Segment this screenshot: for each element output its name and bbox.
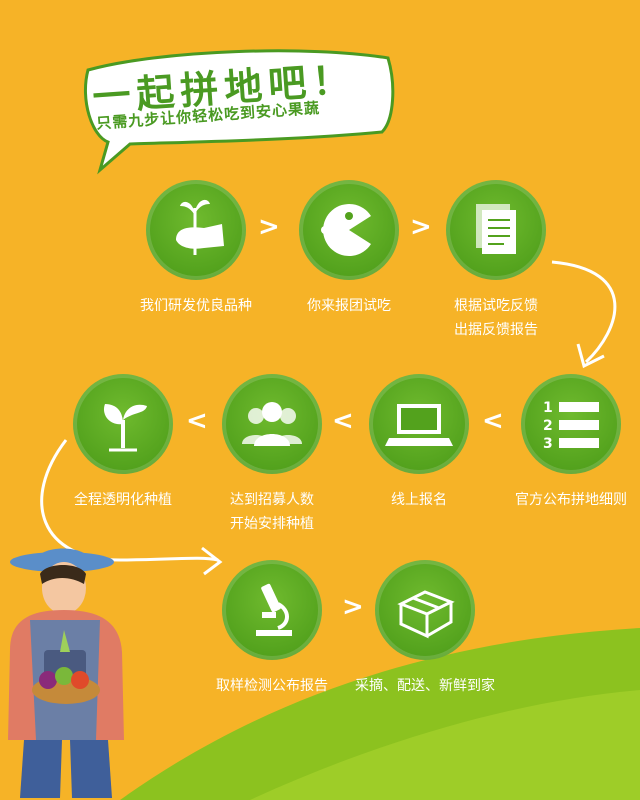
step-9-circle <box>375 560 475 660</box>
step-6-label: 达到招募人数 开始安排种植 <box>230 492 314 532</box>
svg-text:1: 1 <box>543 400 553 416</box>
arrow-2-3: > <box>410 212 432 242</box>
step-4-label: 官方公布拼地细则 <box>515 492 627 508</box>
step-9: 采摘、配送、新鲜到家 <box>350 560 500 698</box>
step-8-circle <box>222 560 322 660</box>
step-4-circle: 1 2 3 <box>521 374 621 474</box>
step-6: 达到招募人数 开始安排种植 <box>197 374 347 536</box>
arrow-5-6: < <box>332 406 354 436</box>
step-3-label: 根据试吃反馈 出据反馈报告 <box>454 298 538 338</box>
step-2: 你来报团试吃 <box>274 180 424 318</box>
speech-bubble <box>83 49 395 175</box>
numbered-list-icon: 1 2 3 <box>543 400 599 452</box>
arrow-8-9: > <box>342 592 364 622</box>
microscope-icon <box>256 583 292 636</box>
people-icon <box>242 402 302 446</box>
step-7-circle <box>73 374 173 474</box>
step-1: 我们研发优良品种 <box>121 180 271 318</box>
svg-text:3: 3 <box>543 436 553 452</box>
step-8: 取样检测公布报告 <box>197 560 347 698</box>
step-5: 线上报名 <box>344 374 494 512</box>
step-7-label: 全程透明化种植 <box>74 492 172 508</box>
step-5-label: 线上报名 <box>391 492 447 508</box>
laptop-icon <box>385 404 453 446</box>
step-9-label: 采摘、配送、新鲜到家 <box>355 678 495 694</box>
step-2-circle <box>299 180 399 280</box>
svg-text:2: 2 <box>543 418 553 434</box>
arrow-4-5: < <box>482 406 504 436</box>
step-3: 根据试吃反馈 出据反馈报告 <box>421 180 571 342</box>
step-4: 1 2 3 官方公布拼地细则 <box>496 374 640 512</box>
step-8-label: 取样检测公布报告 <box>216 678 328 694</box>
sprout-hand-icon <box>176 199 224 255</box>
step-7: 全程透明化种植 <box>48 374 198 512</box>
step-2-label: 你来报团试吃 <box>307 298 391 314</box>
step-6-circle <box>222 374 322 474</box>
farmer-illustration <box>8 548 124 798</box>
arrow-1-2: > <box>258 212 280 242</box>
arrow-6-7: < <box>186 406 208 436</box>
step-1-label: 我们研发优良品种 <box>140 298 252 314</box>
documents-icon <box>476 204 516 254</box>
box-icon <box>397 590 455 639</box>
step-1-circle <box>146 180 246 280</box>
seedling-icon <box>103 404 147 452</box>
step-5-circle <box>369 374 469 474</box>
pacman-icon <box>321 204 371 256</box>
step-3-circle <box>446 180 546 280</box>
